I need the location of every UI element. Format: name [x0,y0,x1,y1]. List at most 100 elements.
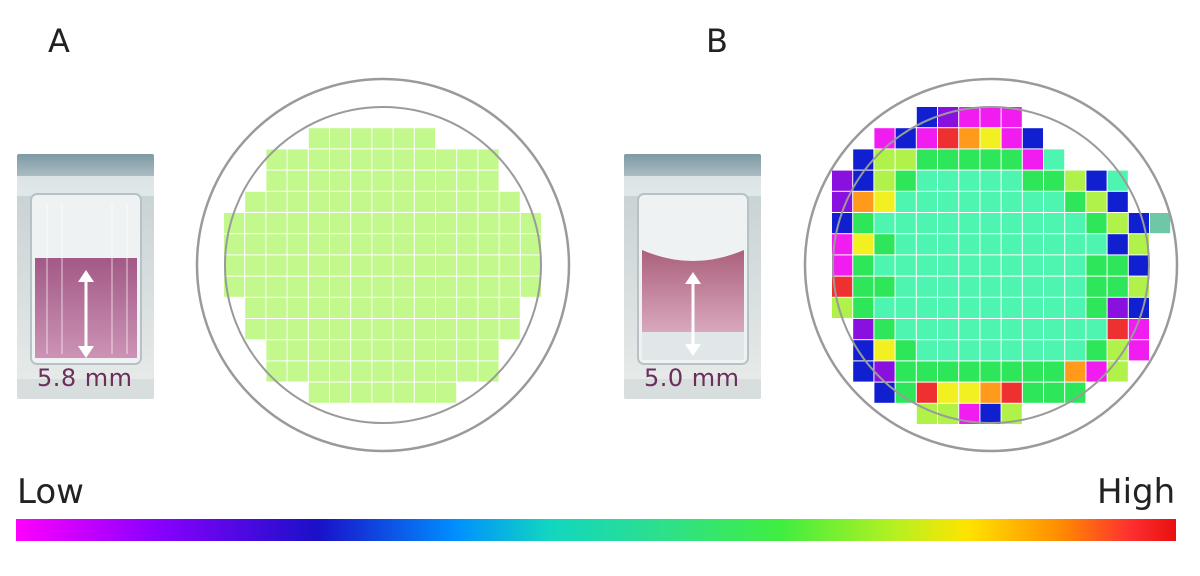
heatmap-cell [1022,319,1043,340]
heatmap-cell [457,149,478,170]
heatmap-cell [266,255,287,276]
heatmap-cell [1065,297,1086,318]
heatmap-cell [938,255,959,276]
heatmap-cell [287,255,308,276]
heatmap-cell [245,276,266,297]
heatmap-cell [980,255,1001,276]
heatmap-cell [478,297,499,318]
heatmap-cell [938,319,959,340]
heatmap-cell [916,234,937,255]
heatmap-cell [1044,149,1065,170]
heatmap-cell [308,340,329,361]
heatmap-cell [330,340,351,361]
heatmap-cell [1065,319,1086,340]
heatmap-cell [895,255,916,276]
heatmap-cell [1128,255,1149,276]
heatmap-cell [1128,297,1149,318]
heatmap-cell [916,128,937,149]
heatmap-cell [436,297,457,318]
heatmap-cell [478,255,499,276]
heatmap-cell [980,361,1001,382]
heatmap-cell [938,297,959,318]
heatmap-cell [330,191,351,212]
heatmap-cell [266,340,287,361]
heatmap-cell [308,191,329,212]
heatmap-cell [266,361,287,382]
heatmap-cell [980,319,1001,340]
heatmap-cell [916,361,937,382]
heatmap-cell [1022,128,1043,149]
heatmap-cell [1001,340,1022,361]
heatmap-cell [266,276,287,297]
heatmap-cell [916,319,937,340]
heatmap-cell [1001,276,1022,297]
heatmap-cell [393,213,414,234]
heatmap-cell [916,340,937,361]
heatmap-cell [499,297,520,318]
heatmap-cell [1022,297,1043,318]
heatmap-cell [980,234,1001,255]
heatmap-cell [436,276,457,297]
heatmap-cell [1044,191,1065,212]
heatmap-cell [414,191,435,212]
heatmap-cell [959,213,980,234]
heatmap-cell [853,149,874,170]
heatmap-cell [1107,191,1128,212]
heatmap-cell [393,234,414,255]
heatmap-cell [308,255,329,276]
heatmap-cell [287,276,308,297]
heatmap-cell [1044,255,1065,276]
heatmap-cell [938,107,959,128]
heatmap-cell [330,234,351,255]
heatmap-cell [1086,319,1107,340]
heatmap-cell [224,255,245,276]
heatmap-cell [436,319,457,340]
color-scale-bar [16,519,1176,541]
heatmap-cell [351,319,372,340]
heatmap-cell [1107,361,1128,382]
heatmap-cell [895,149,916,170]
heatmap-cell [287,234,308,255]
heatmap-cell [1065,276,1086,297]
panel-a-label: A [48,22,70,60]
heatmap-cell [874,191,895,212]
heatmap-cell [414,149,435,170]
heatmap-cell [224,234,245,255]
heatmap-cell [372,234,393,255]
heatmap-b [803,77,1179,453]
heatmap-cell [351,255,372,276]
heatmap-cell [372,319,393,340]
heatmap-cell [457,191,478,212]
heatmap-cell [938,213,959,234]
heatmap-cell [980,297,1001,318]
heatmap-cell [372,382,393,403]
heatmap-cell [1107,340,1128,361]
heatmap-cell [832,170,853,191]
heatmap-cell [330,361,351,382]
panel-b-label: B [706,22,728,60]
heatmap-cell [1001,149,1022,170]
heatmap-cell [499,319,520,340]
heatmap-cell [874,382,895,403]
heatmap-cell [916,297,937,318]
heatmap-cell [372,276,393,297]
heatmap-cell [308,382,329,403]
heatmap-cell [959,361,980,382]
heatmap-cell [457,361,478,382]
heatmap-cell [266,191,287,212]
heatmap-cell [853,255,874,276]
heatmap-cell [287,170,308,191]
heatmap-cell [959,128,980,149]
heatmap-cell [832,213,853,234]
heatmap-cell [393,170,414,191]
heatmap-cell [414,382,435,403]
heatmap-cell [1001,297,1022,318]
heatmap-cell [266,213,287,234]
heatmap-cell [393,361,414,382]
heatmap-cell [436,191,457,212]
heatmap-cell [499,191,520,212]
heatmap-cell [1001,234,1022,255]
heatmap-cell [959,403,980,424]
heatmap-cell [330,128,351,149]
heatmap-cell [1086,340,1107,361]
